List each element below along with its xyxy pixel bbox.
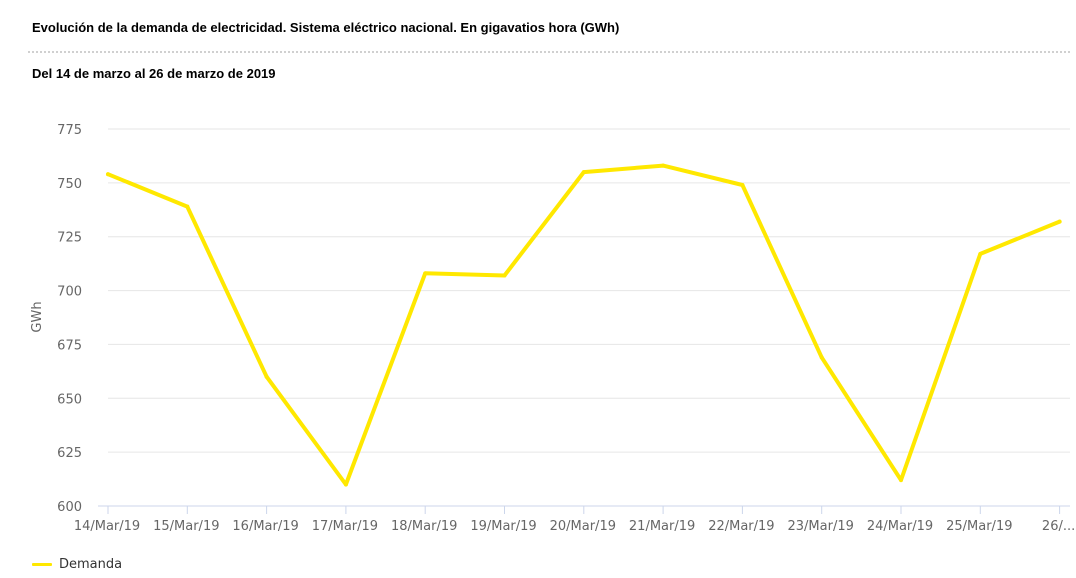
series-layer [106, 163, 1062, 487]
y-tick-label-750: 750 [57, 177, 82, 192]
y-tick-label-725: 725 [57, 231, 82, 246]
data-point-11[interactable] [978, 251, 983, 256]
data-point-2[interactable] [264, 374, 269, 379]
x-tick-label-3: 17/Mar/19 [312, 519, 378, 534]
x-tick-label-8: 22/Mar/19 [708, 519, 774, 534]
x-tick-label-11: 25/Mar/19 [946, 519, 1012, 534]
x-tick-label-5: 19/Mar/19 [470, 519, 536, 534]
x-axis [98, 505, 1070, 514]
data-point-3[interactable] [343, 482, 348, 487]
x-tick-label-0: 14/Mar/19 [74, 519, 140, 534]
x-tick-label-12: 26/... [1042, 519, 1075, 534]
legend-label-demanda[interactable]: Demanda [59, 556, 123, 572]
x-tick-label-7: 21/Mar/19 [629, 519, 695, 534]
data-point-1[interactable] [185, 204, 190, 209]
data-point-10[interactable] [899, 478, 903, 483]
y-tick-label-600: 600 [57, 500, 82, 515]
x-axis-labels: 14/Mar/19 15/Mar/19 16/Mar/19 17/Mar/19 18/M… [74, 519, 1075, 534]
data-point-6[interactable] [581, 170, 586, 175]
data-point-5[interactable] [502, 273, 507, 278]
x-tick-label-1: 15/Mar/19 [153, 519, 219, 534]
x-tick-label-2: 16/Mar/19 [232, 519, 298, 534]
x-tick-label-6: 20/Mar/19 [550, 519, 616, 534]
data-point-12[interactable] [1057, 219, 1062, 224]
y-tick-label-700: 700 [57, 285, 82, 300]
legend-swatch-demanda [32, 562, 52, 566]
y-axis-labels: 600 625 650 675 700 725 750 775 [57, 123, 82, 515]
y-tick-label-675: 675 [57, 338, 82, 353]
y-axis-title: GWh [30, 301, 45, 332]
series-line-demanda[interactable] [106, 163, 1062, 487]
data-point-4[interactable] [423, 271, 428, 276]
data-point-9[interactable] [819, 355, 824, 360]
legend[interactable]: Demanda [32, 555, 122, 573]
data-point-0[interactable] [106, 172, 110, 177]
data-point-7[interactable] [661, 163, 666, 168]
y-tick-label-650: 650 [57, 392, 82, 407]
data-point-8[interactable] [740, 183, 745, 188]
x-tick-label-4: 18/Mar/19 [391, 519, 457, 534]
y-tick-label-625: 625 [57, 446, 82, 461]
chart-subtitle: Del 14 de marzo al 26 de marzo de 2019 [32, 66, 276, 81]
x-tick-label-9: 23/Mar/19 [788, 519, 854, 534]
y-tick-label-775: 775 [57, 123, 82, 138]
chart-title: Evolución de la demanda de electricidad.… [32, 20, 620, 35]
x-tick-label-10: 24/Mar/19 [867, 519, 933, 534]
title-divider [28, 51, 1070, 53]
